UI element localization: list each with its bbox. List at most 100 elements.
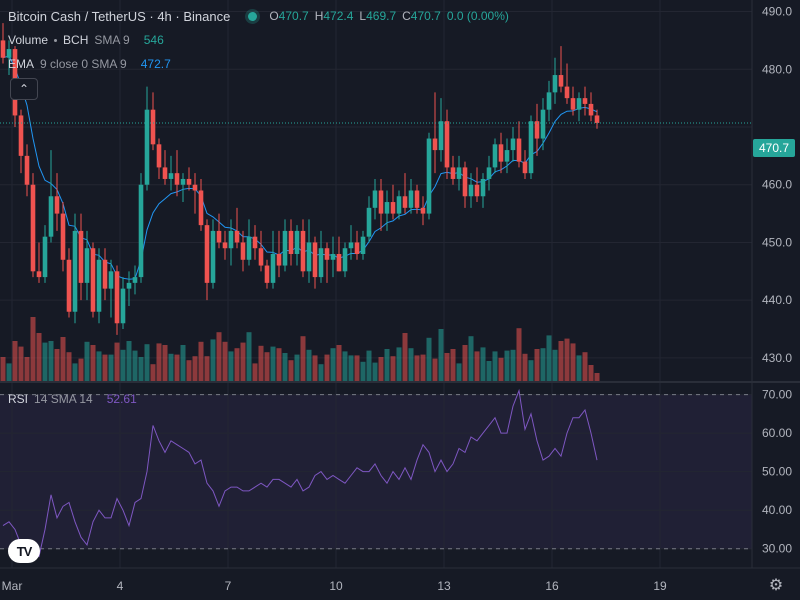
candle-body xyxy=(72,230,78,312)
volume-bar xyxy=(330,348,336,381)
candle-body xyxy=(66,259,72,312)
volume-bar xyxy=(258,345,264,381)
candle-body xyxy=(426,138,432,214)
volume-bar xyxy=(264,352,270,381)
volume-bar xyxy=(348,355,354,381)
candle-body xyxy=(312,242,318,278)
volume-bar xyxy=(306,349,312,381)
candle-body xyxy=(114,271,120,324)
separator-dot-icon xyxy=(54,38,58,42)
collapse-legend-button[interactable]: ⌃ xyxy=(10,78,38,100)
candle-body xyxy=(594,115,600,123)
ohlc-close: C470.7 xyxy=(402,9,441,23)
volume-bar xyxy=(294,354,300,381)
volume-bar xyxy=(12,341,18,381)
volume-bar xyxy=(186,360,192,381)
price-axis-label: 460.0 xyxy=(762,178,792,192)
candle-body xyxy=(468,184,474,197)
symbol-title[interactable]: Bitcoin Cash / TetherUS · 4h · Binance xyxy=(8,8,231,24)
candle-body xyxy=(552,75,558,93)
rsi-axis-label: 30.00 xyxy=(762,542,792,556)
candle-body xyxy=(186,178,192,185)
volume-bar xyxy=(180,345,186,381)
volume-bar xyxy=(372,362,378,381)
volume-bar xyxy=(126,341,132,381)
volume-bar xyxy=(246,332,252,381)
candle-body xyxy=(384,202,390,214)
candle-body xyxy=(144,109,150,185)
volume-bar xyxy=(516,328,522,381)
rsi-legend[interactable]: RSI 14 SMA 14 52.61 xyxy=(8,390,137,408)
candle-body xyxy=(444,121,450,168)
volume-bar xyxy=(552,349,558,381)
volume-bar xyxy=(378,357,384,381)
header-legend: Bitcoin Cash / TetherUS · 4h · Binance O… xyxy=(8,7,509,25)
volume-bar xyxy=(414,355,420,381)
candle-body xyxy=(270,254,276,283)
candle-body xyxy=(366,207,372,237)
volume-bar xyxy=(576,355,582,381)
candle-body xyxy=(168,173,174,179)
volume-bar xyxy=(522,353,528,381)
market-status-icon[interactable] xyxy=(248,11,258,21)
rsi-axis-label: 60.00 xyxy=(762,426,792,440)
volume-legend-symbol: BCH xyxy=(63,33,89,47)
volume-bar xyxy=(114,342,120,381)
candle-body xyxy=(30,184,36,272)
time-axis-label: 13 xyxy=(437,579,451,593)
ohlc-change: 0.0 (0.00%) xyxy=(446,9,509,23)
volume-bar xyxy=(426,337,432,381)
candle-body xyxy=(360,236,366,254)
volume-bar xyxy=(60,337,66,381)
volume-bar xyxy=(396,347,402,381)
volume-bar xyxy=(54,349,60,381)
time-axis-label: 4 xyxy=(117,579,124,593)
volume-bar xyxy=(168,353,174,381)
candle-body xyxy=(504,150,510,162)
candle-body xyxy=(36,271,42,278)
volume-bar xyxy=(270,346,276,381)
volume-bar xyxy=(300,336,306,381)
ema-legend[interactable]: EMA 9 close 0 SMA 9 472.7 xyxy=(8,55,171,73)
volume-bar xyxy=(42,342,48,381)
candle-body xyxy=(564,86,570,99)
current-price-label: 470.7 xyxy=(753,139,795,157)
volume-legend-value: 546 xyxy=(143,33,164,47)
candle-body xyxy=(492,144,498,168)
volume-bar xyxy=(174,354,180,381)
candle-body xyxy=(540,109,546,139)
ohlc-low: L469.7 xyxy=(359,9,397,23)
volume-bar xyxy=(36,333,42,381)
volume-legend-ma: SMA 9 xyxy=(94,33,130,47)
volume-bar xyxy=(564,338,570,381)
candle-body xyxy=(6,49,12,58)
tradingview-logo-icon[interactable]: TV xyxy=(8,539,40,563)
volume-bar xyxy=(540,348,546,381)
volume-bar xyxy=(0,357,6,381)
candle-body xyxy=(354,242,360,254)
volume-bar xyxy=(390,356,396,381)
price-axis-label: 480.0 xyxy=(762,62,792,76)
volume-legend[interactable]: Volume BCH SMA 9 546 xyxy=(8,31,164,49)
ema-legend-value: 472.7 xyxy=(140,57,171,71)
volume-bar xyxy=(462,345,468,381)
ohlc-open: O470.7 xyxy=(269,9,309,23)
volume-bar xyxy=(156,343,162,381)
candle-body xyxy=(480,178,486,197)
volume-bar xyxy=(210,339,216,381)
volume-bar xyxy=(90,345,96,381)
candle-body xyxy=(84,248,90,283)
gear-icon[interactable]: ⚙ xyxy=(768,577,784,594)
volume-bar xyxy=(498,357,504,381)
candle-body xyxy=(534,121,540,139)
candle-body xyxy=(330,254,336,260)
volume-bar xyxy=(150,364,156,381)
candle-body xyxy=(378,190,384,214)
volume-bar xyxy=(570,343,576,381)
volume-bar xyxy=(324,354,330,381)
volume-bar xyxy=(384,349,390,381)
volume-bar xyxy=(18,346,24,381)
candle-body xyxy=(582,98,588,104)
time-axis-label: 19 xyxy=(653,579,667,593)
